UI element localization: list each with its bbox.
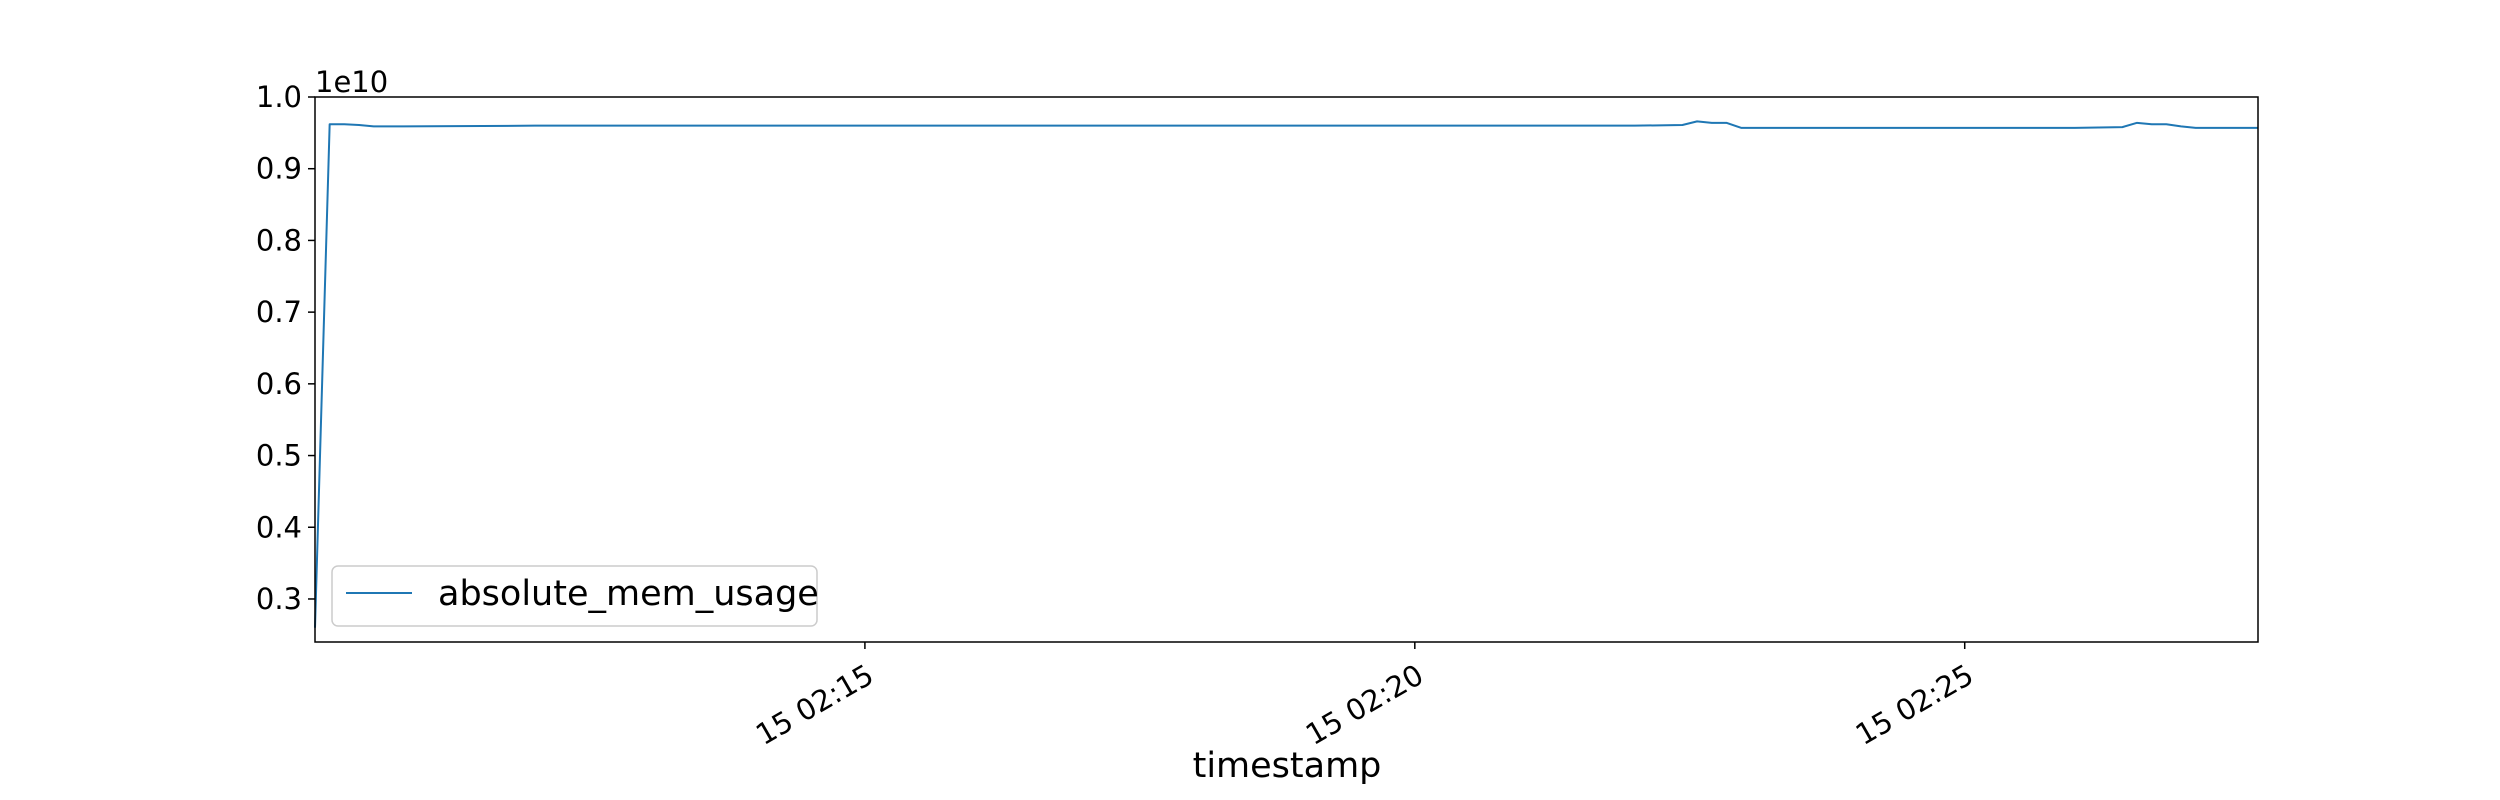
x-tick-label: 15 02:25 bbox=[1850, 657, 1979, 751]
y-tick-label: 1.0 bbox=[256, 80, 302, 114]
legend-box bbox=[331, 565, 818, 627]
y-tick-label: 0.3 bbox=[256, 582, 302, 616]
plot-layer bbox=[314, 120, 2258, 628]
y-tick-label: 0.5 bbox=[256, 439, 302, 473]
plot-frame bbox=[314, 96, 2259, 643]
x-axis-title: timestamp bbox=[1193, 746, 1382, 786]
y-tick-label: 0.7 bbox=[256, 295, 302, 329]
y-offset-label: 1e10 bbox=[315, 65, 388, 99]
legend: absolute_mem_usage bbox=[331, 565, 819, 627]
y-tick-label: 0.4 bbox=[256, 510, 302, 544]
series-line-0 bbox=[314, 120, 2258, 628]
y-tick-label: 0.9 bbox=[256, 152, 302, 186]
axes-layer: 0.3 0.4 0.5 0.6 0.7 0.8 0.9 1.0 15 02:15 15 02:20… bbox=[256, 80, 2259, 752]
x-tick-label: 15 02:20 bbox=[1300, 657, 1429, 751]
x-tick-label: 15 02:15 bbox=[750, 657, 879, 751]
legend-label: absolute_mem_usage bbox=[438, 574, 819, 614]
y-tick-label: 0.8 bbox=[256, 223, 302, 257]
y-tick-label: 0.6 bbox=[256, 367, 302, 401]
